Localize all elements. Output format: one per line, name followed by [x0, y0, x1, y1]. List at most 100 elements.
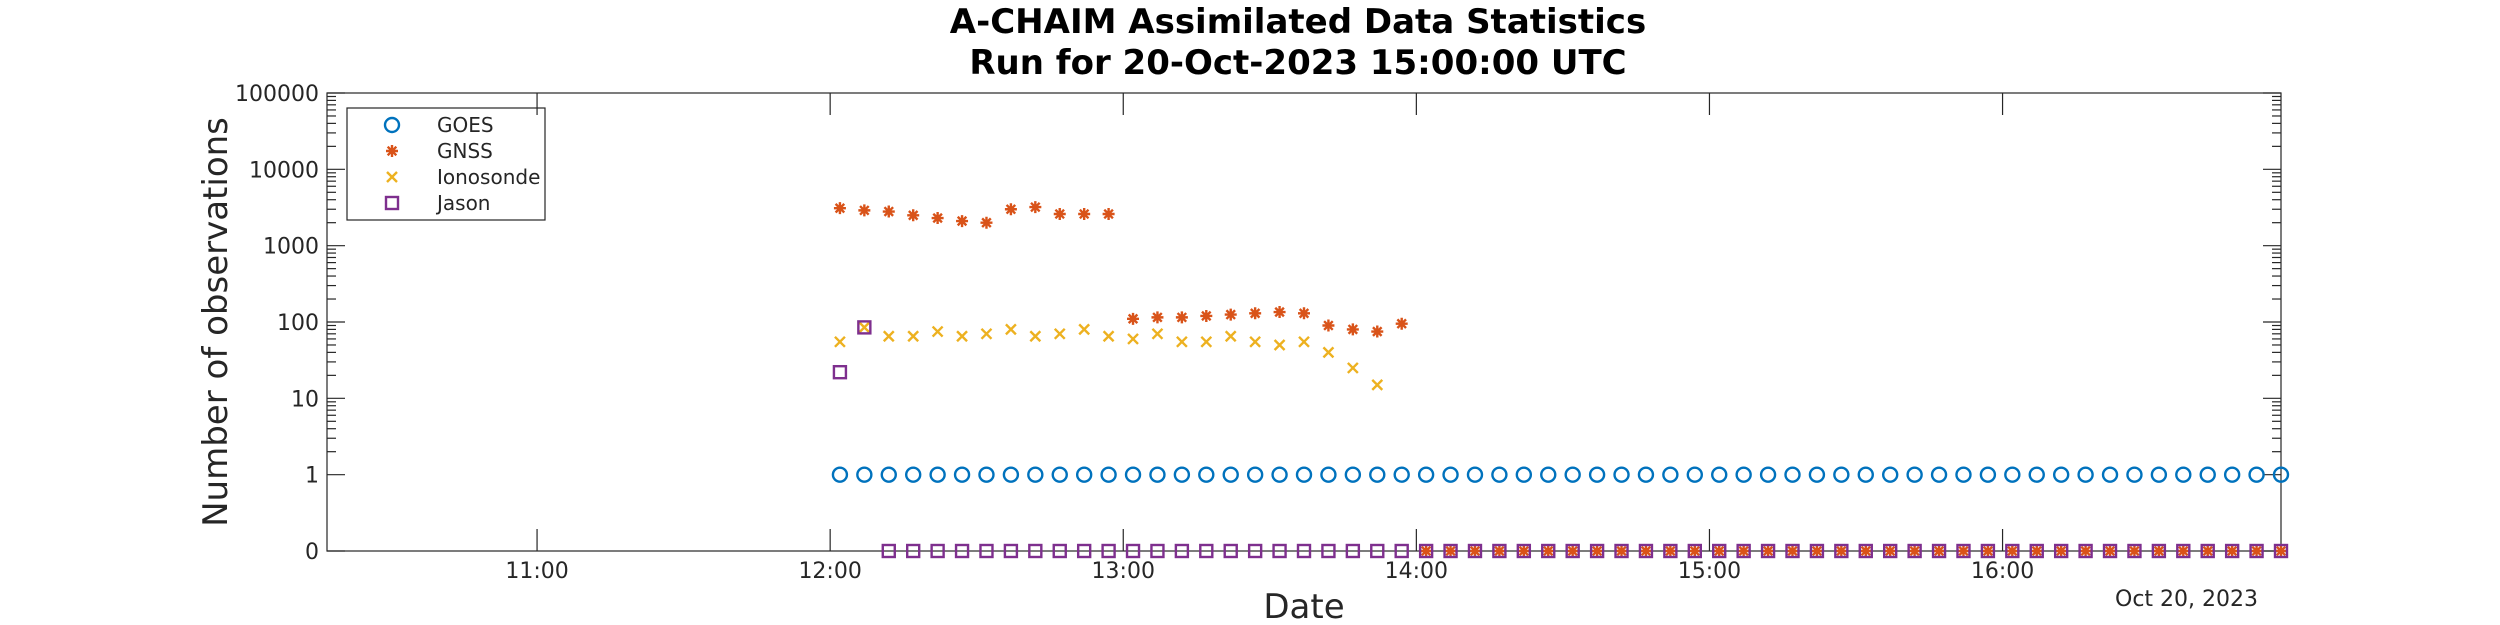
point-gnss-28-shape	[1517, 545, 1530, 557]
legend-marker-ionosonde-shape	[386, 171, 398, 183]
point-goes-12	[1124, 466, 1142, 483]
point-gnss-26-shape	[1468, 545, 1481, 557]
point-ionosonde-15	[1200, 335, 1213, 348]
point-gnss-1-shape	[858, 204, 871, 217]
point-ionosonde-22	[1371, 379, 1384, 391]
point-goes-48	[2004, 466, 2021, 483]
point-gnss-42-shape	[1859, 545, 1872, 557]
data-marks	[831, 201, 2290, 559]
point-ionosonde-6-shape	[980, 327, 993, 340]
point-jason-22-shape	[1370, 543, 1385, 559]
point-jason-24	[1418, 543, 1434, 559]
point-gnss-19-shape	[1298, 307, 1310, 320]
point-gnss-23	[1395, 317, 1408, 330]
point-goes-48-shape	[2004, 466, 2021, 483]
point-ionosonde-13-shape	[1151, 327, 1164, 340]
point-goes-3	[905, 466, 922, 483]
point-gnss-3	[907, 209, 920, 222]
point-gnss-4-shape	[931, 212, 944, 225]
y-tick-label-1000: 1000	[263, 235, 319, 260]
point-jason-8-shape	[1028, 543, 1043, 559]
point-jason-5-shape	[954, 543, 970, 559]
point-jason-13-shape	[1150, 543, 1165, 559]
point-gnss-46-shape	[1957, 545, 1970, 557]
point-ionosonde-8-shape	[1029, 330, 1042, 343]
point-jason-49	[2029, 543, 2044, 559]
point-goes-38-shape	[1759, 466, 1777, 483]
point-jason-0-shape	[832, 364, 848, 380]
point-gnss-38-shape	[1762, 545, 1775, 557]
point-jason-24-shape	[1418, 543, 1434, 559]
point-goes-33	[1637, 466, 1655, 483]
point-gnss-42	[1859, 545, 1872, 557]
point-ionosonde-5-shape	[956, 330, 968, 343]
point-jason-43-shape	[1882, 543, 1898, 559]
point-gnss-35-shape	[1688, 545, 1701, 557]
point-jason-54	[2151, 543, 2167, 559]
point-gnss-40-shape	[1810, 545, 1823, 557]
point-jason-18-shape	[1272, 543, 1287, 559]
point-jason-15-shape	[1199, 543, 1214, 559]
point-gnss-17	[1249, 307, 1262, 320]
point-gnss-41	[1835, 545, 1848, 557]
point-goes-51	[2077, 466, 2094, 483]
point-goes-21-shape	[1344, 466, 1362, 483]
point-goes-24	[1417, 466, 1435, 483]
point-gnss-59	[2275, 545, 2287, 557]
point-gnss-18	[1273, 306, 1286, 319]
point-ionosonde-0-shape	[834, 335, 846, 348]
point-ionosonde-10	[1078, 323, 1091, 336]
point-ionosonde-16	[1224, 330, 1237, 343]
series-jason	[832, 320, 2289, 559]
x-tick-label-13-00: 13:00	[1092, 559, 1155, 584]
point-gnss-54-shape	[2152, 545, 2165, 557]
point-goes-3-shape	[905, 466, 922, 483]
point-goes-42-shape	[1857, 466, 1874, 483]
point-gnss-2-shape	[882, 205, 895, 218]
point-gnss-26	[1468, 545, 1481, 557]
point-jason-41-shape	[1834, 543, 1849, 559]
point-jason-11	[1101, 543, 1116, 559]
point-jason-36	[1712, 543, 1727, 559]
point-gnss-55-shape	[2177, 545, 2190, 557]
point-jason-37-shape	[1736, 543, 1751, 559]
point-goes-31-shape	[1588, 466, 1606, 483]
point-jason-53	[2127, 543, 2142, 559]
point-jason-35	[1687, 543, 1703, 559]
y-tick-label-0: 0	[305, 540, 319, 565]
point-goes-10	[1075, 466, 1093, 483]
point-gnss-33	[1639, 545, 1652, 557]
point-goes-41-shape	[1833, 466, 1850, 483]
point-gnss-55	[2177, 545, 2190, 557]
point-goes-40-shape	[1808, 466, 1826, 483]
point-jason-16-shape	[1223, 543, 1238, 559]
point-gnss-16	[1224, 308, 1237, 321]
point-gnss-15-shape	[1200, 309, 1213, 322]
point-jason-10-shape	[1076, 543, 1092, 559]
legend-marker-gnss-shape	[386, 145, 398, 157]
point-jason-26	[1467, 543, 1483, 559]
point-jason-27	[1492, 543, 1507, 559]
point-goes-50	[2052, 466, 2070, 483]
point-goes-39	[1784, 466, 1801, 483]
point-goes-54	[2150, 466, 2168, 483]
point-gnss-1	[858, 204, 871, 217]
point-gnss-45	[1933, 545, 1946, 557]
point-gnss-14	[1175, 311, 1188, 324]
point-jason-32-shape	[1614, 543, 1629, 559]
point-goes-35-shape	[1686, 466, 1704, 483]
point-gnss-39	[1786, 545, 1799, 557]
point-jason-21	[1345, 543, 1361, 559]
point-gnss-54	[2152, 545, 2165, 557]
point-goes-58-shape	[2248, 466, 2265, 483]
point-ionosonde-12	[1127, 333, 1139, 345]
point-goes-27	[1491, 466, 1508, 483]
point-gnss-29	[1542, 545, 1555, 557]
point-ionosonde-11-shape	[1102, 330, 1115, 343]
legend-label-ionosonde: Ionosonde	[437, 165, 540, 189]
point-gnss-24-shape	[1420, 545, 1433, 557]
point-jason-12-shape	[1125, 543, 1141, 559]
x-tick-label-14-00: 14:00	[1385, 559, 1448, 584]
point-gnss-25	[1444, 545, 1457, 557]
point-ionosonde-19	[1298, 335, 1310, 348]
